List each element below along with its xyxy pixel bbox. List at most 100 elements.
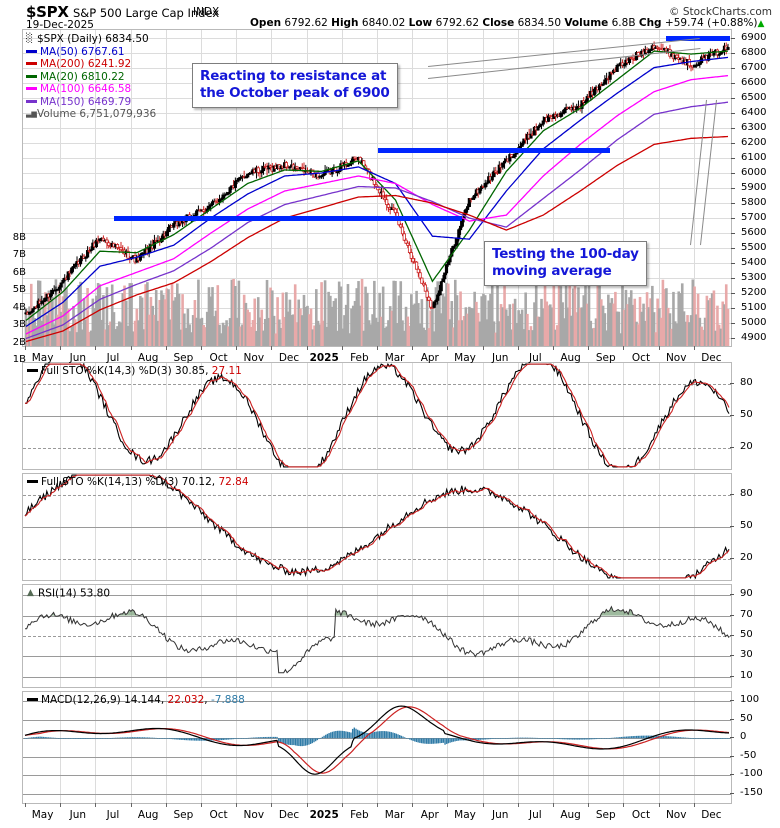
gridline-horizontal <box>23 37 731 39</box>
x-axis-label-2025: 2025 <box>309 352 339 364</box>
gridline-50 <box>23 719 731 721</box>
x-axis-tick <box>130 346 132 350</box>
histogram-icon: ▃▆▃ <box>26 110 37 118</box>
legend-label-ma20: MA(20) 6810.22 <box>40 70 125 83</box>
price-axis-tick-label: 4900 <box>741 332 767 344</box>
legend-row-price-series: ░ $SPX (Daily) 6834.50 <box>26 34 149 46</box>
line-swatch <box>26 87 37 90</box>
x-axis-tick <box>447 803 449 807</box>
legend-row-volume-series: ▃▆▃Volume 6,751,079,936 <box>26 109 156 121</box>
x-axis-tick <box>693 803 695 807</box>
x-axis-label-may: May <box>31 809 54 821</box>
x-axis-label-jun: Jun <box>69 809 86 821</box>
x-axis-label-jul: Jul <box>529 809 542 821</box>
price-axis-tick-label: 6100 <box>741 151 767 163</box>
legend-row-rsi: ▲ RSI(14) 53.80 <box>27 588 110 600</box>
price-axis-tick-label: 5900 <box>741 182 767 193</box>
price-axis-tick-label: 6200 <box>741 136 767 148</box>
x-axis-label-dec: Dec <box>278 809 300 821</box>
gridline-horizontal <box>23 127 731 129</box>
legend-label-ma100: MA(100) 6646.58 <box>40 83 132 95</box>
x-axis-tick <box>623 803 625 807</box>
indicator-panel-full-stochastics-fast[interactable] <box>22 362 732 470</box>
volume-label: Volume <box>564 17 609 29</box>
legend-row-ma200: MA(200) 6241.92 <box>26 59 131 71</box>
gridline-horizontal <box>23 52 731 54</box>
quote-bar: Open 6792.62 High 6840.02 Low 6792.62 Cl… <box>250 17 764 29</box>
price-axis-tick-label: 6900 <box>741 31 767 43</box>
legend-row-ma50: MA(50) 6767.61 <box>26 46 125 59</box>
x-axis-tick <box>517 803 519 807</box>
macd-axis-tick-label: 100 <box>740 694 760 706</box>
gridline-80 <box>23 495 731 497</box>
x-axis-label-mar: Mar <box>384 809 405 821</box>
x-axis-label-jun: Jun <box>491 352 509 364</box>
full-stochastics-slow-axis-tick-label: 20 <box>740 551 753 563</box>
legend-row-full-stochastics-fast: Full STO %K(14,3) %D(3) 30.85, 27.11 <box>27 366 242 377</box>
rsi-axis-tick-label: 50 <box>740 629 753 640</box>
rsi-line <box>25 605 730 674</box>
gridline-horizontal <box>23 203 731 205</box>
x-axis-label-sep: Sep <box>173 352 194 364</box>
x-axis-tick <box>271 803 273 807</box>
line-swatch <box>26 62 37 65</box>
ma-line-ma200 <box>25 135 729 343</box>
price-axis-tick-label: 6700 <box>741 61 767 73</box>
rsi-axis-tick <box>730 594 734 596</box>
price-chart-panel[interactable] <box>22 29 732 347</box>
x-axis-label-jun: Jun <box>69 352 86 364</box>
gridline-vertical <box>412 692 414 803</box>
price-axis-tick <box>731 172 735 174</box>
x-axis-tick <box>201 803 202 807</box>
resistance-6150-line <box>378 148 610 154</box>
symbol-exchange: INDX <box>193 6 220 18</box>
rsi-axis-tick <box>730 675 734 677</box>
x-axis-tick <box>95 346 97 350</box>
gridline-horizontal <box>23 293 731 295</box>
indicator-panel-rsi[interactable] <box>22 584 732 688</box>
price-axis-tick <box>731 157 735 159</box>
chart-header: $SPX S&P 500 Large Cap Index INDX 19-Dec… <box>0 0 780 31</box>
gridline-horizontal <box>23 157 731 159</box>
x-axis-tick <box>377 803 378 807</box>
price-axis-tick <box>731 233 735 235</box>
x-axis-label-sep: Sep <box>595 809 616 821</box>
volume-axis-tick-label: 3B <box>12 319 26 331</box>
low-value: 6792.62 <box>435 17 480 29</box>
full-stochastics-slow-axis-tick <box>730 494 734 496</box>
gridline-vertical <box>95 692 97 803</box>
gridline-90 <box>23 595 731 597</box>
gridline-70 <box>23 615 731 617</box>
gridline-20 <box>23 447 731 449</box>
rsi-axis-tick-label: 90 <box>740 588 753 600</box>
volume-axis-tick-label: 6B <box>12 266 26 278</box>
x-axis-label-dec: Dec <box>278 352 300 364</box>
indicator-panel-macd[interactable] <box>22 691 732 804</box>
line-swatch <box>26 49 37 53</box>
indicator-panel-full-stochastics-slow[interactable] <box>22 473 732 581</box>
full-stochastics-slow-series-svg <box>24 474 730 580</box>
quote-date: 19-Dec-2025 <box>26 19 94 31</box>
full-stochastics-fast-axis-tick <box>730 415 734 416</box>
rsi-axis-tick-label: 30 <box>740 649 753 661</box>
full-stochastics-fast-axis-tick-label: 50 <box>740 409 753 420</box>
x-axis-label-feb: Feb <box>350 352 369 364</box>
gridline-vertical <box>130 692 132 803</box>
macd-axis-tick-label: -100 <box>740 768 763 780</box>
gridline-vertical <box>60 692 62 803</box>
volume-axis-tick-label: 5B <box>12 284 26 296</box>
price-series-svg <box>24 41 730 343</box>
full-stochastics-slow-axis-tick <box>730 526 734 527</box>
x-axis-tick <box>165 803 167 807</box>
price-axis-tick-label: 5800 <box>741 197 767 209</box>
x-axis-tick <box>517 346 519 350</box>
chg-label: Chg <box>638 17 662 29</box>
close-label: Close <box>482 17 515 29</box>
legend-value-d-full-stochastics-fast: 27.11 <box>211 365 242 377</box>
gridline-50 <box>23 416 731 417</box>
gridline-vertical <box>341 692 343 803</box>
legend-label-ma200: MA(200) 6241.92 <box>40 58 132 70</box>
gridline-vertical <box>517 692 519 803</box>
price-axis-tick-label: 6800 <box>741 46 767 58</box>
price-axis-tick <box>731 67 735 69</box>
